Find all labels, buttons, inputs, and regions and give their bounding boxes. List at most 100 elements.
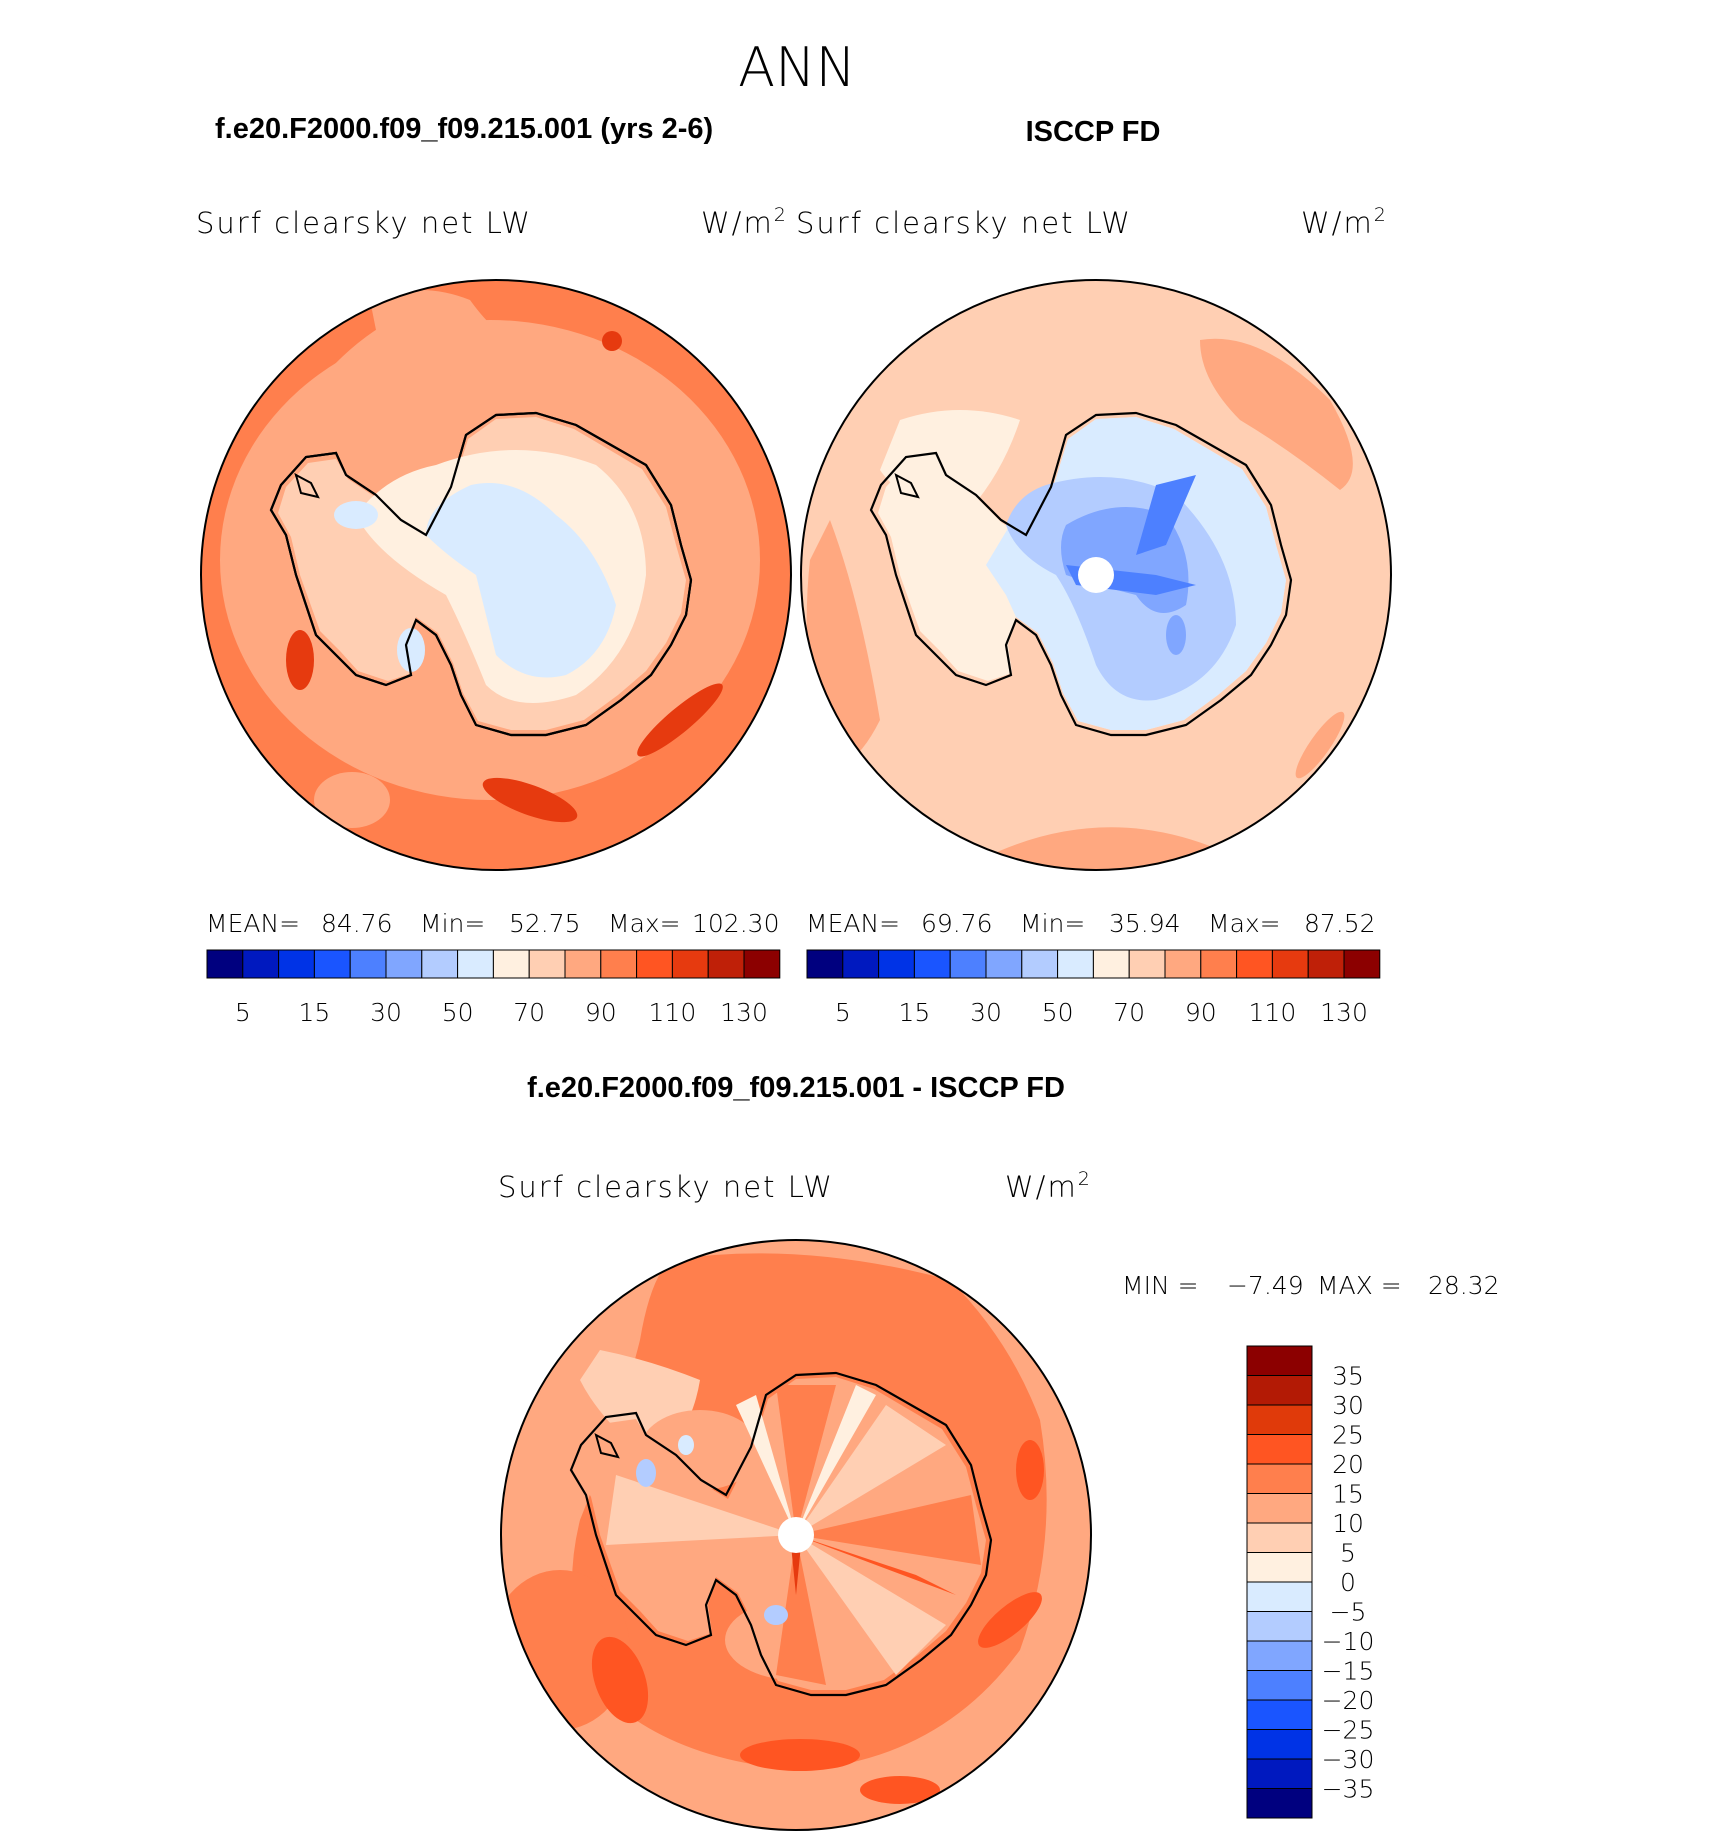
colorbar-tick-label: −25 <box>1322 1716 1375 1745</box>
colorbar-swatch <box>1246 1788 1313 1819</box>
colorbar-tick-label: −20 <box>1322 1686 1375 1715</box>
colorbar-swatch <box>349 949 387 979</box>
colorbar-swatch <box>1236 949 1273 979</box>
colorbar-tick-label: 50 <box>442 998 474 1027</box>
svg-text:28.32: 28.32 <box>1428 1271 1500 1300</box>
colorbar-tick-label: 30 <box>1332 1391 1364 1420</box>
colorbar-tick-label: 70 <box>513 998 545 1027</box>
colorbar-tick-label: 25 <box>1332 1421 1364 1450</box>
season-title: ANN <box>738 36 856 99</box>
svg-text:Min=: Min= <box>420 909 485 938</box>
diff-units-label: W/m2 <box>1005 1168 1092 1204</box>
colorbar-swatch <box>1343 949 1381 979</box>
svg-text:Max=: Max= <box>1208 909 1281 938</box>
colorbar-tick-label: −35 <box>1322 1775 1375 1804</box>
diff-variable-label: Surf clearsky net LW <box>498 1170 834 1204</box>
diff-stats: MIN = −7.49 MAX = 28.32 <box>1122 1271 1500 1300</box>
colorbar-swatch <box>1092 949 1130 979</box>
colorbar-tick-label: 110 <box>649 998 697 1027</box>
colorbar-swatch <box>671 949 709 979</box>
colorbar-tick-label: 130 <box>720 998 768 1027</box>
colorbar-swatch <box>1246 1640 1313 1671</box>
left-stats: MEAN= 84.76 Min= 52.75 Max= 102.30 <box>206 909 779 938</box>
svg-text:MEAN=: MEAN= <box>806 909 900 938</box>
right-colorbar: 5 15 30 50 70 90 110 130 <box>806 949 1381 1027</box>
svg-text:87.52: 87.52 <box>1304 909 1376 938</box>
colorbar-swatch <box>1271 949 1309 979</box>
colorbar-swatch <box>636 949 673 979</box>
colorbar-tick-label: 20 <box>1332 1450 1364 1479</box>
right-stats: MEAN= 69.76 Min= 35.94 Max= 87.52 <box>806 909 1376 938</box>
obs-polar-map <box>800 279 1392 871</box>
svg-text:84.76: 84.76 <box>321 909 393 938</box>
colorbar-swatch <box>492 949 530 979</box>
colorbar-swatch <box>457 949 494 979</box>
colorbar-swatch <box>1246 1463 1313 1494</box>
colorbar-swatch <box>806 949 844 979</box>
colorbar-tick-label: 15 <box>298 998 330 1027</box>
colorbar-tick-label: 15 <box>898 998 930 1027</box>
colorbar-tick-label: 90 <box>1185 998 1217 1027</box>
colorbar-swatch <box>1246 1729 1313 1760</box>
colorbar-swatch <box>913 949 951 979</box>
colorbar-swatch <box>1246 1552 1313 1583</box>
colorbar-swatch <box>421 949 459 979</box>
left-colorbar: 5 15 30 50 70 90 110 130 <box>206 949 781 1027</box>
colorbar-swatch <box>1246 1375 1313 1406</box>
colorbar-swatch <box>278 949 315 979</box>
colorbar-swatch <box>707 949 745 979</box>
colorbar-swatch <box>206 949 244 979</box>
colorbar-tick-label: 0 <box>1340 1568 1356 1597</box>
colorbar-swatch <box>1246 1404 1313 1435</box>
svg-text:Min=: Min= <box>1020 909 1085 938</box>
colorbar-swatch <box>1246 1345 1313 1376</box>
colorbar-swatch <box>1246 1493 1313 1524</box>
svg-text:MEAN=: MEAN= <box>206 909 300 938</box>
colorbar-tick-label: 110 <box>1249 998 1297 1027</box>
diff-case-title: f.e20.F2000.f09_f09.215.001 - ISCCP FD <box>527 1072 1065 1104</box>
colorbar-swatch <box>878 949 915 979</box>
colorbar-tick-label: 30 <box>970 998 1002 1027</box>
colorbar-tick-label: 30 <box>370 998 402 1027</box>
colorbar-swatch <box>1246 1758 1313 1789</box>
colorbar-tick-label: −15 <box>1322 1657 1375 1686</box>
colorbar-swatch <box>1246 1522 1313 1553</box>
colorbar-tick-label: 10 <box>1332 1509 1364 1538</box>
colorbar-tick-label: −30 <box>1322 1745 1375 1774</box>
colorbar-swatch <box>313 949 351 979</box>
colorbar-tick-label: 5 <box>1340 1539 1356 1568</box>
colorbar-swatch <box>1021 949 1059 979</box>
right-case-title: ISCCP FD <box>1026 116 1161 148</box>
left-units-label: W/m2 <box>701 204 788 240</box>
model-polar-map <box>200 279 792 871</box>
difference-polar-map <box>500 1239 1092 1831</box>
colorbar-tick-label: 130 <box>1320 998 1368 1027</box>
colorbar-swatch <box>1200 949 1238 979</box>
left-variable-label: Surf clearsky net LW <box>196 206 532 240</box>
svg-text:−7.49: −7.49 <box>1227 1271 1304 1300</box>
colorbar-tick-label: 90 <box>585 998 617 1027</box>
colorbar-swatch <box>1246 1434 1313 1465</box>
svg-text:69.76: 69.76 <box>921 909 993 938</box>
colorbar-swatch <box>743 949 781 979</box>
colorbar-swatch <box>985 949 1023 979</box>
colorbar-tick-label: 5 <box>235 998 251 1027</box>
colorbar-swatch <box>385 949 423 979</box>
colorbar-swatch <box>1128 949 1166 979</box>
svg-text:102.30: 102.30 <box>692 909 779 938</box>
colorbar-swatch <box>1307 949 1345 979</box>
colorbar-swatch <box>1246 1611 1313 1642</box>
colorbar-swatch <box>1246 1699 1313 1730</box>
colorbar-swatch <box>1057 949 1094 979</box>
right-units-label: W/m2 <box>1301 204 1388 240</box>
colorbar-swatch <box>564 949 602 979</box>
colorbar-tick-label: 50 <box>1042 998 1074 1027</box>
svg-text:35.94: 35.94 <box>1109 909 1181 938</box>
colorbar-tick-label: 70 <box>1113 998 1145 1027</box>
right-variable-label: Surf clearsky net LW <box>796 206 1132 240</box>
colorbar-swatch <box>1246 1670 1313 1701</box>
svg-text:MIN =: MIN = <box>1122 1271 1199 1300</box>
colorbar-swatch <box>1164 949 1202 979</box>
colorbar-tick-label: 15 <box>1332 1480 1364 1509</box>
